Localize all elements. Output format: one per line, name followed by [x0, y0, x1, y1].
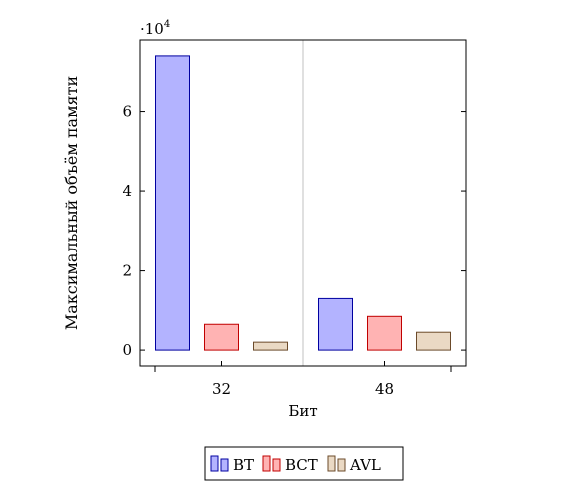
- y-axis-multiplier-exponent: 4: [164, 19, 170, 30]
- legend-entry-bt: BT: [211, 456, 254, 474]
- legend-label-avl: AVL: [349, 456, 381, 474]
- legend-label-bt: BT: [233, 456, 254, 474]
- bar-bt-48: [319, 298, 353, 350]
- legend: BT BCT AVL: [205, 447, 403, 480]
- legend-swatch-bct-b: [273, 459, 280, 471]
- bar-avl-48: [417, 332, 451, 350]
- legend-swatch-avl-a: [328, 456, 335, 471]
- y-tick-label-4: 4: [122, 182, 132, 200]
- x-tick-label-32: 32: [212, 380, 231, 398]
- bar-bt-32: [156, 56, 190, 350]
- y-tick-label-0: 0: [122, 341, 132, 359]
- x-tick-label-48: 48: [375, 380, 394, 398]
- legend-swatch-bt-b: [221, 459, 228, 471]
- bar-avl-32: [254, 342, 288, 350]
- x-axis-label: Бит: [288, 402, 317, 420]
- y-axis-label: Максимальный объём памяти: [62, 76, 81, 330]
- bar-bct-48: [368, 316, 402, 350]
- legend-swatch-bct-a: [263, 456, 270, 471]
- y-axis-multiplier: ·104: [140, 19, 170, 38]
- bar-bct-32: [205, 324, 239, 350]
- legend-label-bct: BCT: [285, 456, 318, 474]
- legend-swatch-avl-b: [338, 459, 345, 471]
- y-tick-label-2: 2: [122, 262, 132, 280]
- legend-swatch-bt-a: [211, 456, 218, 471]
- y-tick-label-6: 6: [122, 103, 132, 121]
